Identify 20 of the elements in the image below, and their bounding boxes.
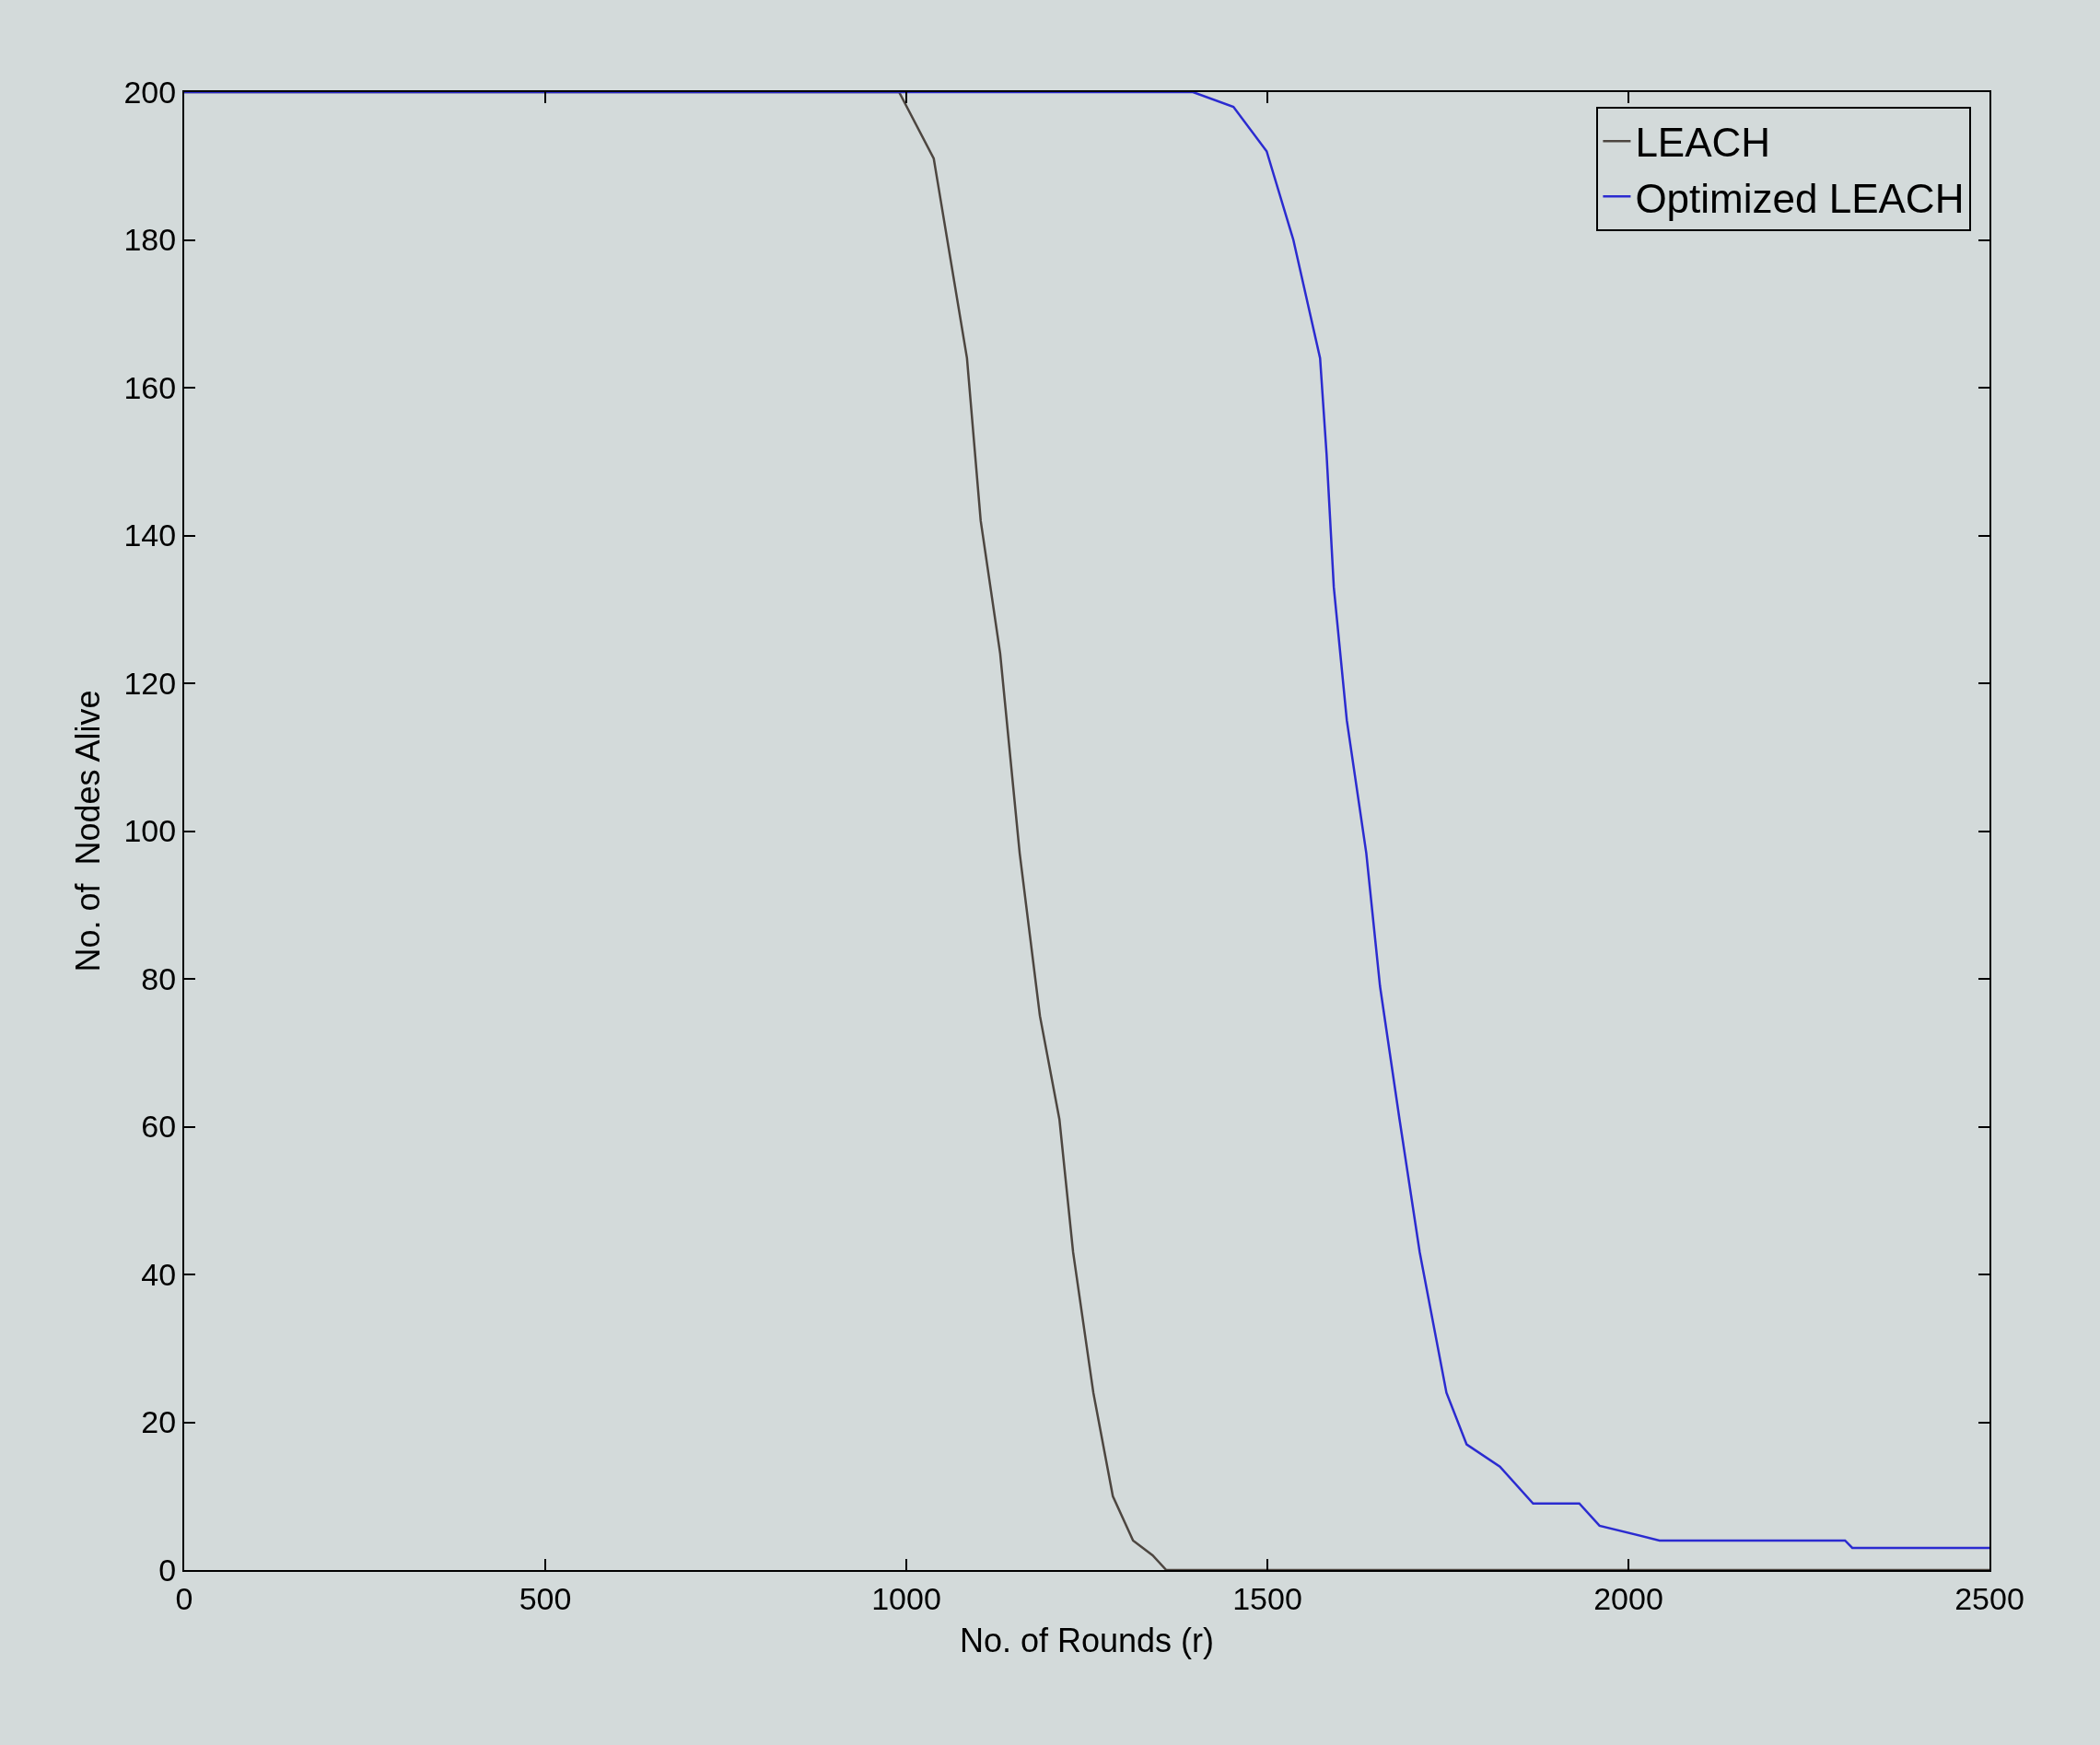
x-tick-label: 2000 [1593,1580,1663,1616]
y-tick-label: 60 [141,1109,177,1145]
x-tick-label: 1500 [1232,1580,1302,1616]
y-tick-label: 140 [123,518,177,553]
y-tick-label: 160 [123,369,177,405]
x-tick-label: 2500 [1954,1580,2024,1616]
y-tick-label: 20 [141,1404,177,1440]
x-tick-label: 1000 [871,1580,941,1616]
x-axis-title: No. of Rounds (r) [959,1622,1215,1659]
y-tick-label: 100 [123,813,177,849]
x-tick-label: 500 [519,1580,572,1616]
y-tick-label: 200 [123,74,177,110]
legend-label: Optimized LEACH [1635,175,1965,221]
y-tick-label: 180 [123,222,177,258]
y-tick-label: 40 [141,1256,177,1292]
y-tick-label: 120 [123,665,177,701]
y-tick-label: 0 [158,1552,177,1588]
y-tick-label: 80 [141,960,177,996]
legend-label: LEACH [1635,120,1771,166]
y-axis-title: No. of Nodes Alive [68,690,107,972]
